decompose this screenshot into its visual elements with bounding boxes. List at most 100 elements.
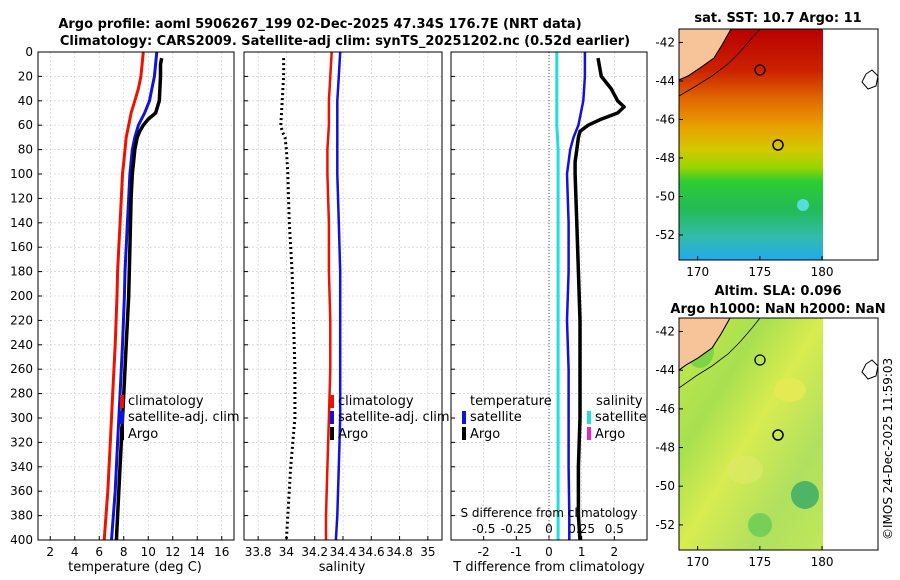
sal-legend-label-climatology: climatology [338, 394, 414, 409]
depth-tick-label: 200 [10, 289, 33, 303]
diff-series-t-satellite [565, 52, 587, 540]
sst-map [678, 28, 879, 261]
sal-series-argo [279, 58, 297, 541]
diff-series-t-argo [573, 57, 626, 541]
diff-xtick-label: 0 [545, 545, 553, 559]
diff-axes-frame [450, 51, 648, 541]
temp-xtick-label: 4 [71, 545, 79, 559]
diff-s-tick-label: 0.25 [568, 522, 595, 536]
salinity-panel: 33.8 34 34.2 34.4 34.6 34.8 35 [243, 51, 443, 559]
sst-map-title: sat. SST: 10.7 Argo: 11 [694, 11, 861, 26]
diff-xtick-label: 1 [578, 545, 586, 559]
temp-xtick-label: 6 [95, 545, 103, 559]
depth-tick-label: 100 [10, 167, 33, 181]
depth-tick-label: 20 [18, 69, 33, 83]
depth-tick-label: 140 [10, 216, 33, 230]
temp-axes-frame [37, 51, 235, 541]
depth-tick-label: 360 [10, 484, 33, 498]
diff-s-tick-label: 0.5 [605, 522, 624, 536]
temp-xtick-label: 10 [141, 545, 156, 559]
sla-map-frame [678, 317, 879, 551]
legend-swatch-argo [120, 427, 124, 440]
temp-xtick-label: 16 [214, 545, 229, 559]
temp-series-climatology [102, 51, 145, 541]
depth-tick-label: 160 [10, 240, 33, 254]
temp-xtick-label: 12 [165, 545, 180, 559]
sst-profile-marker [772, 139, 784, 151]
map-lat-label: -46 [655, 402, 675, 416]
sla-patch-2 [791, 481, 819, 509]
map-lat-label: -52 [655, 228, 675, 242]
diff-s-tick-label: -0.5 [472, 522, 495, 536]
map-lat-label: -44 [655, 74, 675, 88]
map-lat-label: -48 [655, 441, 675, 455]
sal-legend-swatch-satellite [330, 411, 334, 424]
legend-label-satellite: satellite-adj. clim [128, 410, 240, 425]
depth-tick-label: 0 [25, 45, 33, 59]
sal-xtick-label: 34.6 [358, 545, 385, 559]
map-lat-label: -52 [655, 518, 675, 532]
difference-xlabel: T difference from climatology [452, 560, 645, 575]
diff-legend-swatch-s-argo [587, 427, 591, 440]
map-lat-label: -42 [655, 35, 675, 49]
sla-patch-5 [727, 456, 763, 484]
imos-credit: ©IMOS 24-Dec-2025 11:59:03 [881, 358, 895, 540]
diff-legend-label-t-argo: Argo [470, 427, 500, 442]
depth-tick-label: 240 [10, 338, 33, 352]
map-lon-label: 180 [811, 265, 834, 279]
sst-map-frame [678, 28, 879, 261]
map-lat-label: -50 [655, 479, 675, 493]
legend-swatch-climatology [120, 395, 124, 408]
diff-xtick-label: -1 [510, 545, 522, 559]
sal-xtick-label: 33.8 [245, 545, 272, 559]
map-lon-label: 175 [748, 265, 771, 279]
sal-legend-swatch-argo [330, 427, 334, 440]
temperature-legend: climatology satellite-adj. clim Argo [120, 394, 240, 442]
diff-legend-swatch-t-satellite [462, 411, 466, 424]
temp-xtick-label: 14 [190, 545, 205, 559]
depth-tick-label: 80 [18, 143, 33, 157]
temp-xtick-label: 8 [120, 545, 128, 559]
sst-cool-patch [797, 199, 809, 211]
map-lat-label: -44 [655, 363, 675, 377]
sal-legend-swatch-climatology [330, 395, 334, 408]
sst-shelf-contour [678, 28, 761, 97]
depth-tick-label: 220 [10, 313, 33, 327]
map-lat-label: -42 [655, 325, 675, 339]
depth-tick-label: 280 [10, 387, 33, 401]
difference-legend: temperature satellite Argo salinity sate… [462, 394, 647, 442]
depth-tick-label: 60 [18, 118, 33, 132]
temp-xtick-label: 2 [46, 545, 54, 559]
diff-legend-label-s-satellite: satellite [595, 410, 647, 425]
map-lat-label: -48 [655, 151, 675, 165]
depth-tick-label: 40 [18, 94, 33, 108]
temp-series-satellite-adj-clim [110, 51, 159, 541]
temperature-panel: 0 20 40 60 80 100 120 140 160 180 200 220 240 260 280 3… [10, 45, 235, 559]
sla-island-marker [754, 354, 766, 366]
sal-series-satellite-adj-clim [334, 51, 342, 541]
title-line-1: Argo profile: aoml 5906267_199 02-Dec-20… [58, 17, 581, 32]
sla-map-ticks: 170 175 180 -42 -44 -46 -48 -50 -52 [655, 325, 833, 569]
sla-chatham-islands [861, 359, 879, 380]
sla-map-title-2: Argo h1000: NaN h2000: NaN [670, 302, 885, 317]
sal-axes-frame [243, 51, 443, 541]
temp-series-argo [114, 57, 164, 541]
sal-xtick-label: 34.8 [386, 545, 413, 559]
sal-xtick-label: 34.2 [301, 545, 328, 559]
depth-tick-label: 260 [10, 362, 33, 376]
sla-profile-marker [772, 429, 784, 441]
map-lon-label: 180 [811, 555, 834, 569]
map-lat-label: -50 [655, 189, 675, 203]
sst-map-ticks: 170 175 180 -42 -44 -46 -48 -50 -52 [655, 35, 833, 279]
depth-tick-label: 300 [10, 411, 33, 425]
diff-legend-swatch-t-argo [462, 427, 466, 440]
salinity-xlabel: salinity [319, 560, 366, 575]
diff-xtick-label: -2 [478, 545, 490, 559]
sla-patch-3 [748, 513, 772, 537]
legend-label-climatology: climatology [128, 394, 204, 409]
diff-legend-temperature-header: temperature [470, 394, 552, 409]
sal-xtick-label: 34.4 [330, 545, 357, 559]
depth-tick-label: 120 [10, 191, 33, 205]
salinity-legend: climatology satellite-adj. clim Argo [330, 394, 450, 442]
